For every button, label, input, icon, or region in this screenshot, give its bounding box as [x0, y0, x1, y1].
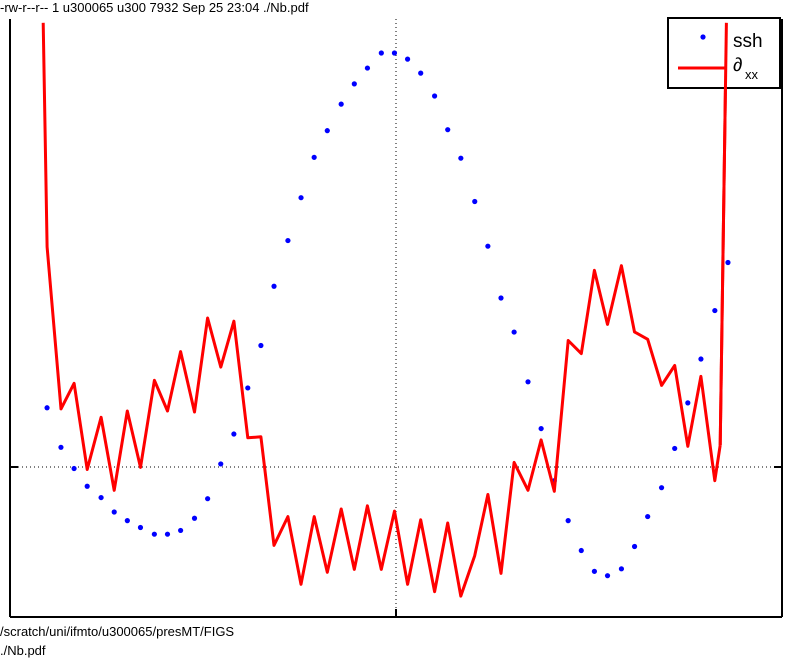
ssh-point [578, 547, 584, 554]
ssh-point [672, 445, 678, 452]
dxx-line [41, 22, 722, 598]
ssh-point [324, 128, 330, 134]
legend-dxx-subscript: xx [745, 67, 759, 82]
ssh-point [164, 531, 171, 537]
ssh-point [591, 568, 598, 574]
ssh-point [218, 461, 224, 467]
ssh-point [231, 431, 237, 437]
ssh-point [525, 379, 531, 385]
ssh-point [645, 513, 651, 520]
ssh-point [618, 566, 625, 572]
ssh-point [151, 531, 157, 537]
ssh-point [258, 342, 264, 349]
ssh-point [485, 243, 491, 249]
ssh-point [98, 494, 104, 501]
ssh-point [84, 483, 90, 489]
ssh-point [685, 400, 691, 406]
footer-file: ./Nb.pdf [0, 643, 46, 658]
ssh-point [364, 65, 371, 71]
legend-dxx-label: ∂ [733, 55, 742, 76]
ssh-point [498, 295, 504, 301]
ssh-point [137, 524, 144, 531]
dxx-line-overlay [718, 22, 728, 446]
ssh-point [378, 50, 384, 56]
ssh-point [285, 237, 291, 244]
ssh-point [658, 485, 665, 491]
zero-grid-lines [10, 19, 782, 617]
ssh-point [538, 425, 544, 432]
ssh-point [432, 93, 438, 99]
ssh-point [604, 573, 611, 579]
ssh-point [191, 515, 198, 521]
ssh-point [351, 81, 357, 87]
ssh-point [472, 198, 478, 205]
file-info-header: -rw-r--r-- 1 u300065 u300 7932 Sep 25 23… [0, 0, 309, 15]
axes [9, 19, 783, 618]
ssh-point [44, 405, 50, 411]
ssh-point [71, 465, 77, 472]
ssh-point [111, 509, 117, 515]
ssh-point [205, 496, 211, 502]
ssh-point [418, 70, 424, 76]
legend-ssh-marker [700, 34, 706, 40]
ssh-point [404, 56, 411, 62]
ssh-point [725, 259, 731, 266]
legend-ssh-label: ssh [733, 31, 763, 52]
ssh-point [178, 527, 184, 534]
legend-box [667, 17, 781, 89]
ssh-point [445, 127, 451, 133]
ssh-point [245, 385, 251, 391]
ssh-point [712, 307, 718, 314]
ssh-point [271, 283, 277, 289]
ssh-point [631, 543, 638, 550]
ssh-point [698, 356, 704, 362]
ssh-point [311, 154, 317, 160]
footer-path: /scratch/uni/ifmto/u300065/presMT/FIGS [0, 624, 235, 639]
ssh-point [565, 518, 571, 524]
ssh-point [391, 50, 398, 56]
legend: ssh ∂ xx [667, 17, 781, 89]
ssh-point [458, 155, 464, 161]
ssh-point [124, 518, 130, 524]
ssh-point [511, 329, 517, 335]
ssh-point [338, 101, 344, 107]
ssh-point [58, 444, 64, 450]
plot-area [41, 22, 731, 598]
ssh-point [298, 195, 304, 201]
